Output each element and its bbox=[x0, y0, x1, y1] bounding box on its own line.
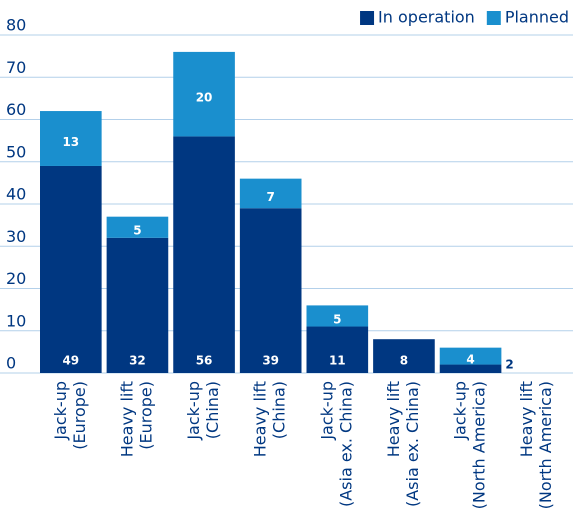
value-label: 39 bbox=[262, 354, 279, 368]
value-label: 8 bbox=[400, 354, 408, 368]
bar-segment bbox=[106, 216, 169, 238]
y-tick-label: 30 bbox=[6, 227, 26, 246]
legend-label: Planned bbox=[505, 8, 569, 27]
legend-swatch bbox=[360, 11, 375, 25]
y-tick-label: 50 bbox=[6, 142, 26, 161]
value-label: 5 bbox=[133, 224, 141, 238]
bar-segment bbox=[239, 178, 302, 209]
x-tick-label: Jack-up (Europe) bbox=[51, 381, 89, 450]
x-tick-label: Jack-up (China) bbox=[184, 381, 222, 441]
bar-segment bbox=[173, 136, 235, 373]
value-label: 4 bbox=[466, 353, 474, 367]
y-tick-label: 40 bbox=[6, 185, 26, 204]
x-tick-label-line: Heavy lift bbox=[117, 381, 136, 457]
bar-segment bbox=[439, 347, 502, 365]
value-label: 5 bbox=[333, 312, 341, 326]
value-label: 32 bbox=[129, 354, 146, 368]
bar-segment bbox=[173, 51, 235, 137]
value-label: 11 bbox=[329, 354, 346, 368]
bar-segment bbox=[306, 326, 369, 373]
x-tick-label-line: (Europe) bbox=[70, 381, 89, 450]
bar-segment bbox=[106, 237, 169, 373]
x-tick-label-line: (China) bbox=[203, 381, 222, 439]
value-label: 2 bbox=[505, 358, 513, 372]
value-label: 49 bbox=[62, 354, 79, 368]
bar-segment bbox=[40, 165, 102, 373]
x-tick-label: Heavy lift (China) bbox=[251, 381, 289, 457]
x-tick-label-line: Jack-up bbox=[51, 381, 70, 441]
y-tick-label: 70 bbox=[6, 58, 26, 77]
x-tick-label-line: Jack-up bbox=[451, 381, 470, 441]
value-label: 13 bbox=[62, 135, 79, 149]
bar-segment bbox=[439, 364, 502, 373]
y-tick-label: 0 bbox=[6, 354, 16, 373]
x-tick-label: Heavy lift (North America) bbox=[517, 381, 555, 509]
x-tick-label-line: Heavy lift bbox=[251, 381, 270, 457]
y-tick-label: 80 bbox=[6, 16, 26, 35]
x-tick-label-line: Jack-up bbox=[184, 381, 203, 441]
x-tick-label-line: (North America) bbox=[536, 381, 555, 509]
value-label: 56 bbox=[196, 354, 213, 368]
x-tick-label-line: (North America) bbox=[470, 381, 489, 509]
bar-segment bbox=[239, 208, 302, 373]
value-label: 20 bbox=[196, 91, 213, 105]
x-tick-label-line: Heavy lift bbox=[384, 381, 403, 457]
x-tick-label: Jack-up (North America) bbox=[451, 381, 489, 509]
y-tick-label: 60 bbox=[6, 100, 26, 119]
x-tick-label-line: Jack-up bbox=[317, 381, 336, 441]
x-tick-label: Heavy lift (Europe) bbox=[117, 381, 155, 457]
y-tick-label: 10 bbox=[6, 311, 26, 330]
x-tick-label: Jack-up (Asia ex. China) bbox=[317, 381, 355, 507]
legend-label: In operation bbox=[378, 8, 475, 27]
x-tick-label-line: Heavy lift bbox=[517, 381, 536, 457]
x-tick-label-line: (Europe) bbox=[136, 381, 155, 450]
x-tick-label-line: (China) bbox=[270, 381, 289, 439]
bar-segment bbox=[40, 111, 102, 166]
legend-swatch bbox=[486, 11, 501, 25]
x-tick-label: Heavy lift (Asia ex. China) bbox=[384, 381, 422, 507]
y-tick-label: 20 bbox=[6, 269, 26, 288]
bar-segment bbox=[373, 339, 435, 373]
value-label: 7 bbox=[267, 190, 275, 204]
x-tick-label-line: (Asia ex. China) bbox=[403, 381, 422, 507]
x-tick-label-line: (Asia ex. China) bbox=[336, 381, 355, 507]
bar-segment bbox=[306, 305, 369, 327]
